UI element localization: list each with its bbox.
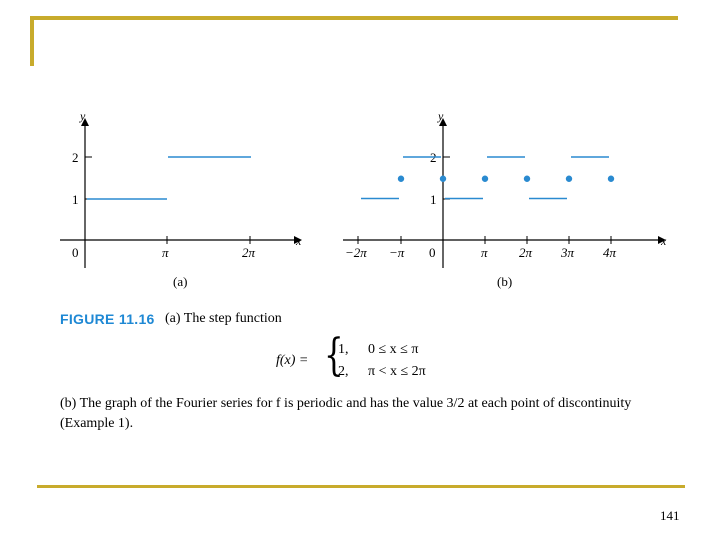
panel-b-midpoint-dot-1 xyxy=(397,175,405,182)
panel-b-series xyxy=(360,156,615,200)
panel-b-xtick-label-neg2pi: −2π xyxy=(345,245,367,260)
formula-case2-condition: π < x ≤ 2π xyxy=(368,364,426,379)
panel-b-xtick-label-negpi: −π xyxy=(389,245,405,260)
slide-frame-bottom xyxy=(37,485,685,488)
panel-b-xtick-label-pi: π xyxy=(481,245,488,260)
formula-case2-value: 2, xyxy=(338,364,349,379)
formula-case1-value: 1, xyxy=(338,342,349,357)
panel-b-midpoint-dot-3 xyxy=(481,175,489,182)
slide-frame-left xyxy=(30,16,34,66)
caption-part-b: (b) The graph of the Fourier series for … xyxy=(60,396,632,431)
panel-b-xtick-label-2pi: 2π xyxy=(519,245,533,260)
slide-frame-top xyxy=(30,16,678,20)
panel-a: y x 2 1 0 π 2π (a) xyxy=(60,109,302,289)
panel-a-x-arrow xyxy=(294,236,302,244)
figure-graphs: y x 2 1 0 π 2π (a) y x 2 1 −2π −π 0 π 2π… xyxy=(60,109,667,289)
panel-b-label: (b) xyxy=(497,274,512,289)
panel-b-y-arrow xyxy=(439,118,447,126)
piecewise-formula: f(x) = { 1, 0 ≤ x ≤ π 2, π < x ≤ 2π xyxy=(276,334,476,384)
panel-b-ytick-label-1: 1 xyxy=(430,192,437,207)
panel-b-midpoint-dot-4 xyxy=(523,175,531,182)
panel-b-midpoint-dot-2 xyxy=(439,175,447,182)
panel-a-ytick-label-1: 1 xyxy=(72,192,79,207)
panel-a-xtick-label-0: 0 xyxy=(72,245,79,260)
formula-function-name: f(x) = xyxy=(276,353,309,368)
panel-a-xtick-label-2pi: 2π xyxy=(242,245,256,260)
panel-b-midpoint-dot-5 xyxy=(565,175,573,182)
panel-b-xtick-label-0: 0 xyxy=(429,245,436,260)
panel-b-xtick-label-4pi: 4π xyxy=(603,245,617,260)
panel-a-x-axis-label: x xyxy=(295,234,302,248)
page-number: 141 xyxy=(660,508,680,523)
figure-number: FIGURE 11.16 xyxy=(60,311,155,327)
panel-b-x-axis-label: x xyxy=(660,234,667,248)
panel-b-xtick-label-3pi: 3π xyxy=(560,245,575,260)
panel-b-y-axis-label: y xyxy=(437,109,444,123)
panel-b: y x 2 1 −2π −π 0 π 2π 3π 4π (b) xyxy=(343,109,667,289)
caption-part-a: (a) The step function xyxy=(165,311,282,326)
panel-a-ytick-label-2: 2 xyxy=(72,150,79,165)
formula-brace: { xyxy=(324,330,344,381)
formula-case1-condition: 0 ≤ x ≤ π xyxy=(368,342,419,357)
panel-b-x-arrow xyxy=(658,236,666,244)
panel-b-midpoint-dot-6 xyxy=(607,175,615,182)
panel-a-y-arrow xyxy=(81,118,89,126)
panel-a-xtick-label-pi: π xyxy=(162,245,169,260)
panel-a-label: (a) xyxy=(173,274,187,289)
panel-a-y-axis-label: y xyxy=(79,109,86,123)
